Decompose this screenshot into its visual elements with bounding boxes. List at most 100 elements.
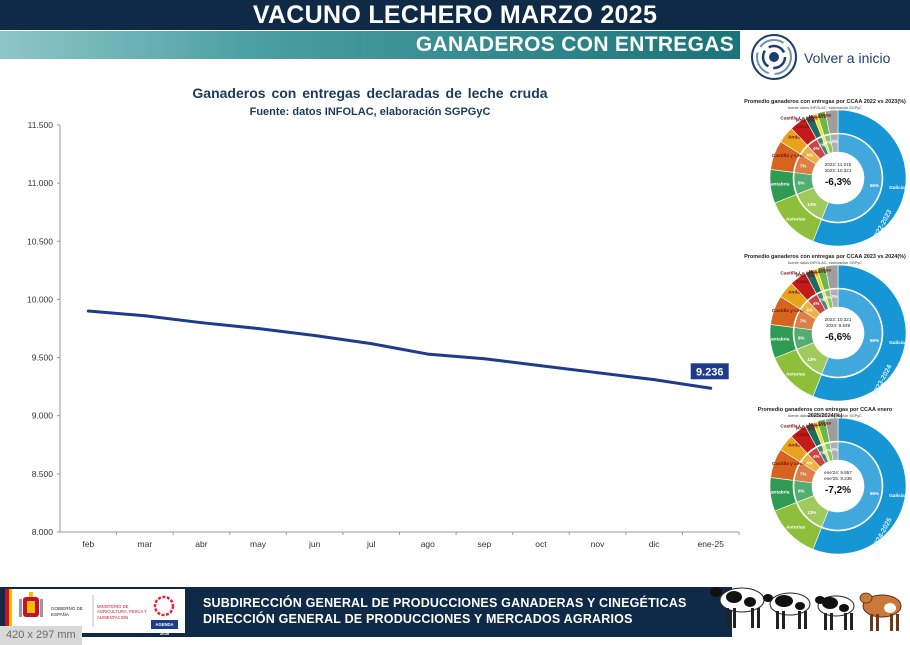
slice-name-label: Cataluña bbox=[796, 124, 817, 130]
slice-name-label: Cataluña bbox=[796, 432, 817, 438]
cow-icon bbox=[815, 595, 855, 630]
slice-name-label: Asturias bbox=[786, 216, 806, 222]
slice-name-label: Castilla y León bbox=[772, 153, 806, 159]
government-logos: GOBIERNO DE ESPAÑA MINISTERIO DE AGRICUL… bbox=[5, 589, 185, 636]
slice-name-label: Cantabria bbox=[767, 182, 789, 188]
donut-source-3: fuente datos INFOLAC, elaboración SGPyC bbox=[788, 414, 862, 418]
y-tick-label: 10.500 bbox=[27, 236, 53, 246]
page-title: VACUNO LECHERO MARZO 2025 bbox=[252, 1, 658, 29]
home-logo-icon bbox=[751, 34, 797, 80]
page-subtitle: GANADEROS CON ENTREGAS bbox=[415, 33, 734, 56]
slice-percent-label: 4% bbox=[806, 152, 813, 157]
y-tick-label: 9.000 bbox=[32, 411, 54, 421]
slice-name-label: Navarra bbox=[809, 114, 827, 120]
slice-percent-label: 7% bbox=[800, 318, 807, 323]
slice-percent-label: 7% bbox=[800, 471, 807, 476]
slice-name-label: Galicia bbox=[889, 340, 905, 346]
slice-percent-label: 8% bbox=[798, 181, 805, 186]
slice-name-label: Galicia bbox=[889, 185, 905, 191]
slice-percent-label: 7% bbox=[800, 163, 807, 168]
cows-illustration bbox=[710, 587, 902, 631]
slice-name-label: Asturias bbox=[786, 524, 806, 530]
footer-line-1: SUBDIRECCIÓN GENERAL DE PRODUCCIONES GAN… bbox=[203, 596, 687, 610]
center-line-2: 2023: 10.321 bbox=[825, 168, 852, 173]
y-tick-label: 9.500 bbox=[32, 353, 54, 363]
end-value-label: 9.236 bbox=[696, 366, 724, 378]
home-link[interactable]: Volver a inicio bbox=[748, 32, 898, 82]
donut-slice-inner bbox=[821, 133, 883, 223]
x-tick-label: ago bbox=[421, 539, 435, 549]
slice-percent-label: 1% bbox=[822, 296, 829, 301]
x-tick-label: ene-25 bbox=[697, 539, 724, 549]
logo-ministry-text: MINISTERIO DE AGRICULTURA, PESCA Y ALIME… bbox=[97, 604, 147, 620]
end-label-box bbox=[690, 363, 729, 380]
slice-percent-label: 2% bbox=[826, 140, 833, 145]
donut-slice-inner bbox=[829, 288, 839, 308]
slice-name-label: Castilla y León bbox=[772, 461, 806, 467]
slice-percent-label: 4% bbox=[806, 307, 813, 312]
slice-name-label: Otras bbox=[819, 112, 832, 118]
slice-percent-label: 2% bbox=[826, 295, 833, 300]
center-line-2: 2024: 9.639 bbox=[826, 323, 851, 328]
donut-chart-3: 56% Galicia 13% Asturias 8% Cantabria 7% Castil… bbox=[767, 417, 907, 555]
slice-name-label: Otras bbox=[819, 267, 832, 273]
donut-center bbox=[813, 153, 863, 203]
slice-percent-label: 3% bbox=[831, 447, 838, 452]
donut-chart-1: 56% Galicia 13% Asturias 8% Cantabria 7% Castil… bbox=[767, 109, 907, 247]
cow-icon bbox=[859, 592, 902, 631]
donut-slice-inner bbox=[829, 133, 839, 153]
slice-percent-label: 1% bbox=[822, 141, 829, 146]
x-tick-label: sep bbox=[478, 539, 492, 549]
center-value: -6,3% bbox=[825, 177, 851, 188]
data-point bbox=[369, 342, 373, 346]
slice-name-label: Castilla y León bbox=[772, 308, 806, 314]
subtitle-bar: GANADEROS CON ENTREGAS bbox=[0, 31, 740, 59]
slice-percent-label: 2% bbox=[819, 143, 826, 148]
data-point bbox=[482, 357, 486, 361]
slice-percent-label: 2% bbox=[826, 448, 833, 453]
data-point bbox=[539, 364, 543, 368]
slice-name-label: Galicia bbox=[889, 493, 905, 499]
donut-slice-outer bbox=[812, 264, 907, 402]
slice-name-label: Navarra bbox=[809, 422, 827, 428]
slice-name-label: Castilla-La Mancha bbox=[780, 116, 824, 122]
donut-slice-outer bbox=[824, 109, 839, 135]
slice-name-label: País Vasco bbox=[796, 273, 821, 279]
x-tick-label: jun bbox=[308, 539, 321, 549]
slice-name-label: Cantabria bbox=[767, 337, 789, 343]
x-tick-label: abr bbox=[195, 539, 207, 549]
slice-percent-label: 4% bbox=[813, 301, 820, 306]
slice-name-label: Cantabria bbox=[767, 490, 789, 496]
slice-percent-label: 1% bbox=[822, 449, 829, 454]
donut-title-2: Promedio ganaderos con entregas por CCAA… bbox=[744, 254, 906, 260]
slice-name-label: País Vasco bbox=[796, 426, 821, 432]
donut-slice-outer bbox=[824, 264, 839, 290]
data-point bbox=[86, 309, 90, 313]
center-line-1: 2023: 10.321 bbox=[825, 317, 852, 322]
size-label: 420 x 297 mm bbox=[0, 626, 82, 645]
center-line-1: 2022: 11.015 bbox=[825, 162, 852, 167]
data-point bbox=[652, 378, 656, 382]
slice-percent-label: 3% bbox=[831, 139, 838, 144]
donut-slice-inner bbox=[821, 441, 883, 531]
slice-name-label: Castilla-La Mancha bbox=[780, 424, 824, 430]
donut-chart-2: 56% Galicia 13% Asturias 8% Cantabria 7% Castil… bbox=[767, 264, 907, 402]
line-chart: 8.000 8.500 9.000 9.500 10.000 10.500 11.000 11… bbox=[27, 120, 740, 549]
cow-icon bbox=[763, 592, 811, 629]
home-link-label: Volver a inicio bbox=[804, 50, 891, 66]
slice-name-label: Navarra bbox=[809, 269, 827, 275]
center-value: -7,2% bbox=[825, 485, 851, 496]
center-value: -6,6% bbox=[825, 332, 851, 343]
slice-percent-label: 4% bbox=[813, 146, 820, 151]
slice-percent-label: 2% bbox=[819, 451, 826, 456]
spain-coat-of-arms-icon bbox=[5, 589, 178, 633]
center-line-1: ene'24: 9.957 bbox=[824, 470, 852, 475]
slice-percent-label: 56% bbox=[870, 491, 879, 496]
donut-slice-inner bbox=[821, 288, 883, 378]
slice-name-label: Cataluña bbox=[796, 279, 817, 285]
y-tick-label: 10.000 bbox=[27, 294, 53, 304]
y-tick-label: 11.000 bbox=[28, 178, 54, 188]
x-tick-label: oct bbox=[535, 539, 547, 549]
x-tick-label: jul bbox=[366, 539, 376, 549]
slice-percent-label: 56% bbox=[870, 183, 879, 188]
